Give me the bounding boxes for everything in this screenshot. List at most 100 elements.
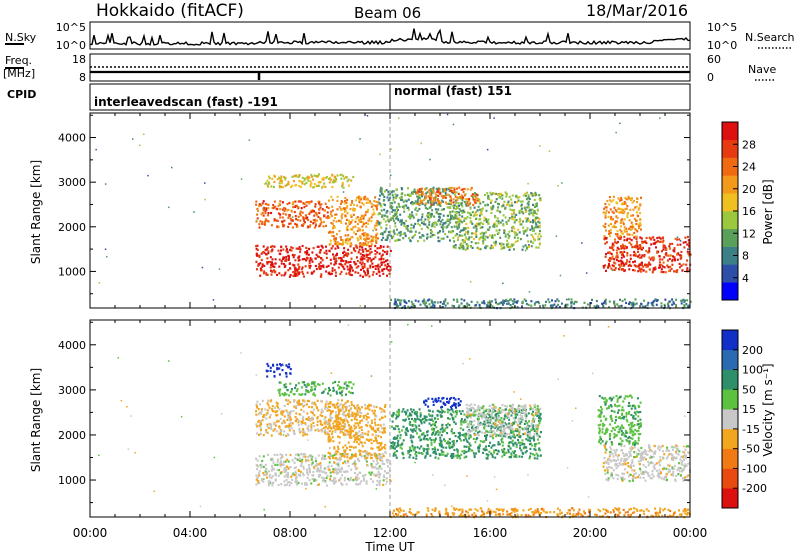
velocity-cell — [354, 416, 356, 418]
velocity-cell — [405, 428, 407, 430]
velocity-cell — [289, 429, 291, 431]
power-cell — [458, 218, 460, 220]
power-cell — [624, 239, 626, 241]
velocity-cell — [278, 484, 280, 486]
power-cell — [462, 229, 464, 231]
power-cell — [437, 301, 439, 303]
power-cell — [317, 255, 319, 257]
velocity-cell — [324, 455, 326, 457]
velocity-cell — [509, 436, 511, 438]
power-cell — [637, 246, 639, 248]
velocity-cell — [260, 466, 262, 468]
power-cell — [683, 301, 685, 303]
velocity-cell — [283, 430, 285, 432]
power-cell — [496, 230, 498, 232]
power-cell — [522, 200, 524, 202]
velocity-cell — [303, 399, 305, 401]
power-cell — [609, 235, 611, 237]
power-cell — [686, 299, 688, 301]
power-cell — [616, 242, 618, 244]
power-cell — [684, 237, 686, 239]
power-cell — [282, 213, 284, 215]
power-cell — [639, 218, 641, 220]
velocity-cell — [441, 454, 443, 456]
power-cell — [380, 233, 382, 235]
velocity-cell — [368, 452, 370, 454]
power-cell — [400, 220, 402, 222]
power-cell — [388, 234, 390, 236]
power-cell — [366, 202, 368, 204]
power-cell — [311, 176, 313, 178]
power-cell — [266, 257, 268, 259]
power-cell — [326, 206, 328, 208]
power-cell — [371, 263, 373, 265]
power-cell — [636, 211, 638, 213]
freq-tick-high: 18 — [72, 53, 86, 66]
velocity-cell — [424, 417, 426, 419]
power-cell — [614, 303, 616, 305]
power-cell — [685, 303, 687, 305]
power-cell — [417, 191, 419, 193]
power-cell — [386, 211, 388, 213]
velocity-cell — [286, 459, 288, 461]
velocity-cell — [276, 402, 278, 404]
power-cell — [364, 272, 366, 274]
power-cell — [615, 267, 617, 269]
velocity-cell — [267, 402, 269, 404]
velocity-cell — [307, 428, 309, 430]
power-cell — [531, 228, 533, 230]
velocity-cell — [365, 424, 367, 426]
velocity-cell — [316, 470, 318, 472]
velocity-cell — [267, 370, 269, 372]
velocity-cell — [347, 430, 349, 432]
power-cell — [649, 237, 651, 239]
power-cell — [637, 256, 639, 258]
power-cell — [385, 230, 387, 232]
velocity-cell — [350, 426, 352, 428]
power-cell — [415, 231, 417, 233]
power-cell — [649, 264, 651, 266]
power-cell — [261, 221, 263, 223]
power-cell — [488, 229, 490, 231]
power-cell — [495, 201, 497, 203]
velocity-cell — [452, 411, 454, 413]
power-cell — [441, 219, 443, 221]
velocity-cell — [255, 458, 257, 460]
power-cell — [382, 273, 384, 275]
power-cell — [454, 204, 456, 206]
velocity-cell — [342, 446, 344, 448]
power-cell — [634, 245, 636, 247]
power-cell — [308, 248, 310, 250]
velocity-cell — [263, 466, 265, 468]
velocity-cell — [332, 436, 334, 438]
velocity-cell — [356, 419, 358, 421]
power-cell — [285, 246, 287, 248]
power-cell — [501, 248, 503, 250]
power-cell — [485, 231, 487, 233]
velocity-cell — [380, 424, 382, 426]
power-cell — [413, 217, 415, 219]
velocity-cell — [329, 469, 331, 471]
velocity-cell — [355, 446, 357, 448]
power-cell — [281, 262, 283, 264]
power-cell — [530, 241, 532, 243]
power-cell — [361, 246, 363, 248]
velocity-cell — [344, 453, 346, 455]
velocity-cell — [376, 484, 378, 486]
power-cell — [456, 226, 458, 228]
power-cell — [301, 271, 303, 273]
power-cell — [378, 222, 380, 224]
power-cell — [652, 305, 654, 307]
velocity-cell — [371, 442, 373, 444]
power-cell — [450, 200, 452, 202]
cpid-interleaved: interleavedscan (fast) -191 — [94, 95, 278, 109]
power-cell — [351, 236, 353, 238]
power-cell — [323, 225, 325, 227]
velocity-cell — [457, 453, 459, 455]
velocity-cell — [360, 435, 362, 437]
power-noise-cell — [106, 256, 108, 258]
power-noise-cell — [241, 178, 243, 180]
velocity-cell — [339, 417, 341, 419]
velocity-cell — [306, 433, 308, 435]
velocity-cell — [293, 433, 295, 435]
